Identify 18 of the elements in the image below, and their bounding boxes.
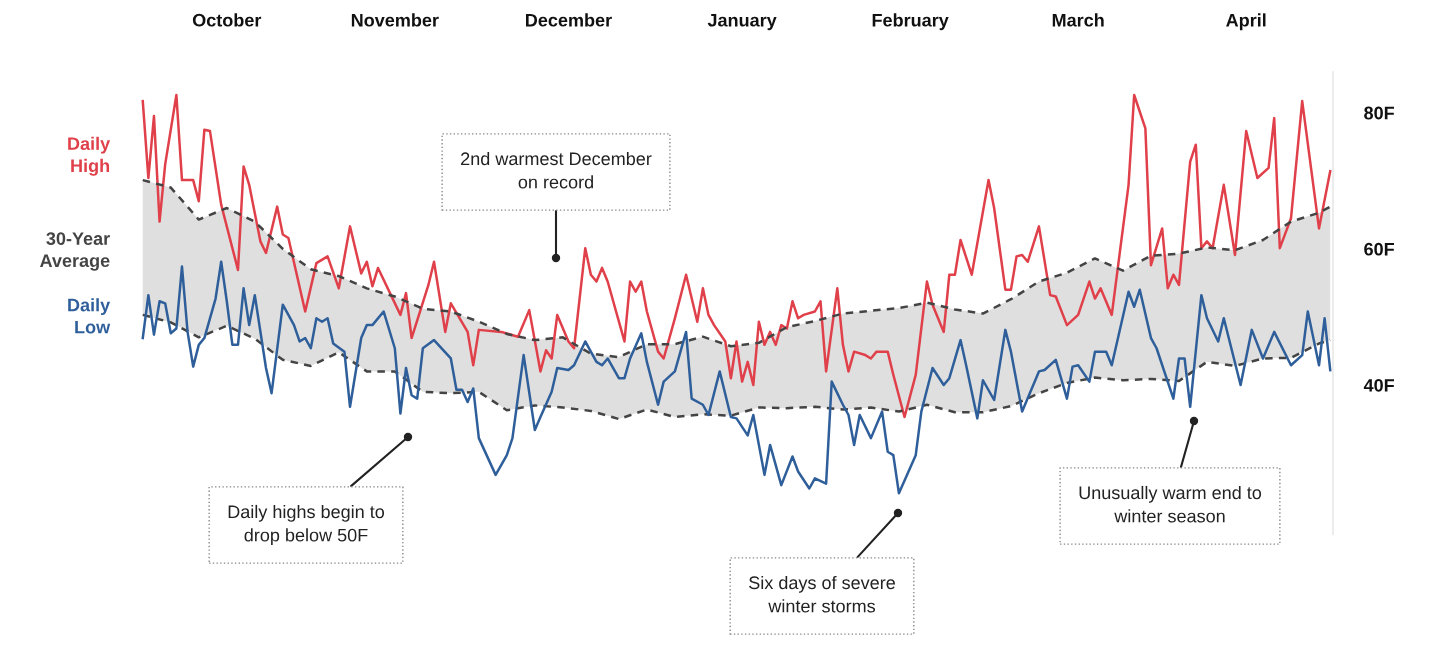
y-tick-label: 80F — [1364, 106, 1395, 120]
x-tick-label: December — [526, 13, 612, 27]
y-tick-label: 40F — [1363, 378, 1395, 392]
annotation: Daily highs begin to drop below 50F — [228, 504, 385, 546]
series-label: Daily High — [68, 136, 111, 176]
annotation: 2nd warmest December on record — [461, 151, 652, 189]
x-tick-label: January — [707, 14, 777, 31]
line-series — [141, 93, 1332, 419]
x-tick-label: February — [872, 13, 949, 31]
x-tick-label: November — [351, 13, 439, 27]
x-tick-label: October — [192, 13, 262, 27]
text: Six days of severe winter storms — [749, 575, 895, 613]
x-tick-label: April — [1226, 13, 1266, 31]
y-tick-label: 60F — [1364, 242, 1395, 256]
annotation: Unusually warm end to winter season — [1079, 485, 1262, 523]
text: 30-Year Average — [40, 232, 110, 271]
x-tick-label: March — [1052, 13, 1104, 27]
series-label: Daily Low — [68, 298, 111, 334]
